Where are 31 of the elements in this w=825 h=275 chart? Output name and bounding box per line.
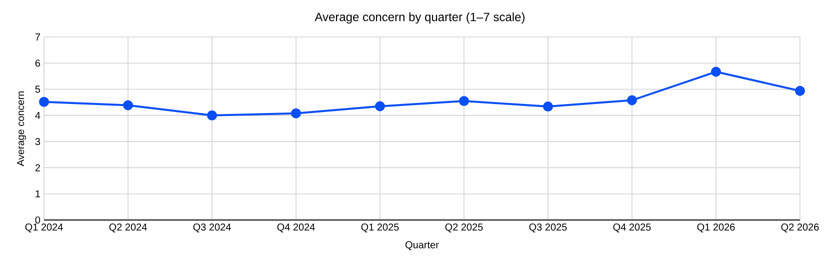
point	[459, 96, 469, 106]
y-tick-label: 3	[35, 138, 40, 146]
point	[207, 110, 218, 120]
x-tick-label: Q3 2025	[529, 224, 567, 232]
y-tick-label: 5	[35, 86, 40, 93]
point	[291, 108, 302, 118]
y-tick-label: 7	[35, 34, 40, 40]
y-tick-label: 1	[36, 190, 40, 198]
point	[375, 101, 385, 112]
point	[710, 66, 721, 77]
x-tick-label: Q1 2025	[361, 224, 399, 232]
x-tick-label: Q2 2026	[781, 224, 819, 232]
x-tick-label: Q2 2025	[445, 224, 483, 232]
point	[626, 95, 637, 106]
y-axis-title: Average concern	[17, 91, 26, 166]
x-axis-title: Quarter	[406, 241, 439, 250]
y-tick-label: 0	[35, 216, 40, 224]
chart-title: Average concern by quarter (1–7 scale)	[314, 12, 524, 24]
point	[543, 102, 553, 112]
point	[39, 96, 50, 107]
y-tick-label: 4	[35, 112, 40, 119]
y-tick-label: 2	[35, 164, 40, 172]
point	[123, 100, 134, 110]
x-tick-label: Q1 2026	[697, 224, 735, 232]
x-tick-label: Q3 2024	[193, 224, 231, 232]
x-tick-label: Q1 2024	[25, 224, 63, 232]
y-tick-label: 6	[35, 60, 40, 67]
x-tick-label: Q4 2024	[277, 224, 315, 232]
point	[794, 86, 805, 96]
x-tick-label: Q2 2024	[109, 224, 147, 232]
x-tick-label: Q4 2025	[613, 224, 651, 232]
